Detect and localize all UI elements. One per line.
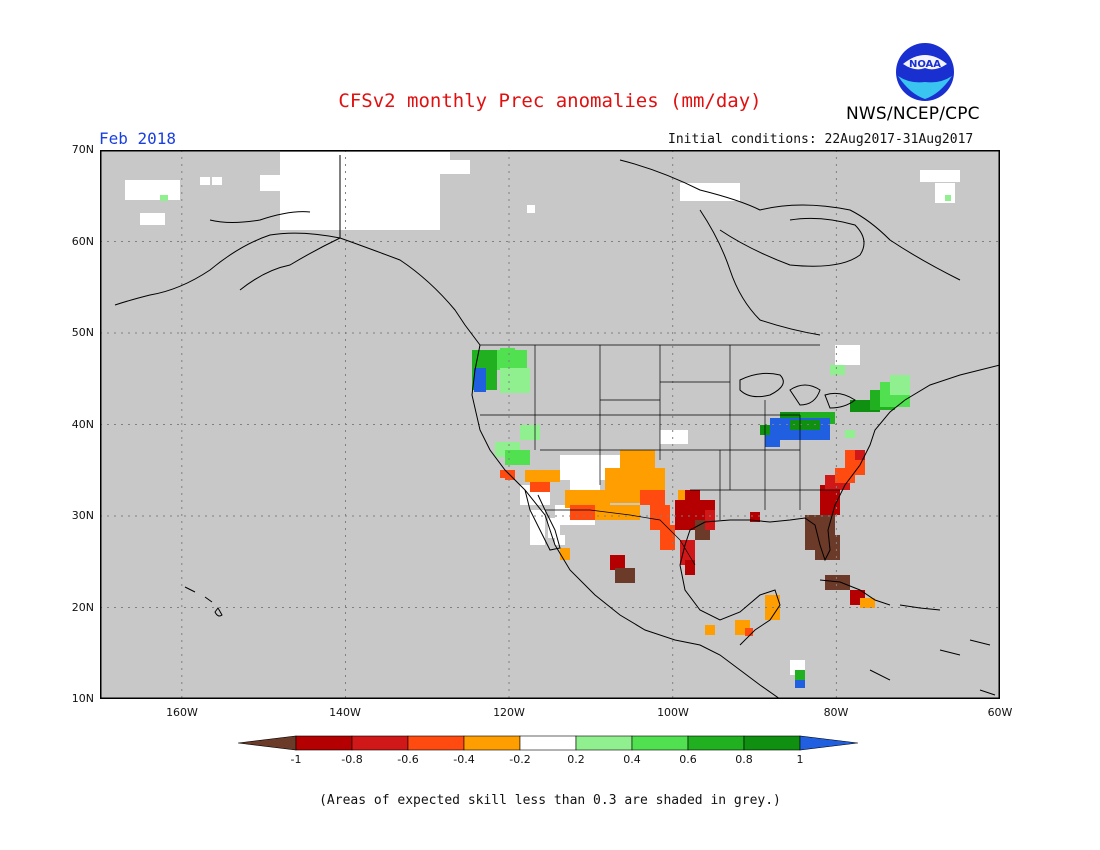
lat-label-40n: 40N	[71, 418, 94, 431]
colorbar-label: -1	[290, 753, 302, 766]
colorbar-cell	[631, 735, 689, 751]
colorbar-cell	[575, 735, 633, 751]
lon-label-120w: 120W	[493, 706, 525, 719]
grid-lines	[100, 150, 1000, 699]
lat-label-60n: 60N	[71, 235, 94, 248]
colorbar-cell	[295, 735, 353, 751]
initial-conditions-label: Initial conditions: 22Aug2017-31Aug2017	[668, 132, 974, 147]
colorbar-label: -0.4	[453, 753, 475, 766]
colorbar-label: 1	[796, 753, 804, 766]
colorbar-label: 0.8	[735, 753, 753, 766]
colorbar-cell	[407, 735, 465, 751]
noaa-logo: NOAA	[896, 43, 954, 101]
map-title: CFSv2 monthly Prec anomalies (mm/day)	[338, 90, 762, 112]
coastlines	[114, 155, 1000, 699]
colorbar-cell	[351, 735, 409, 751]
agency-label: NWS/NCEP/CPC	[846, 104, 980, 124]
colorbar-label: 0.6	[679, 753, 697, 766]
skill-footnote: (Areas of expected skill less than 0.3 a…	[319, 793, 781, 808]
colorbar-cell	[799, 735, 859, 751]
colorbar-cell	[519, 735, 577, 751]
map-frame	[100, 150, 1000, 699]
lat-label-30n: 30N	[71, 509, 94, 522]
valid-month-label: Feb 2018	[99, 129, 177, 148]
lon-label-140w: 140W	[329, 706, 361, 719]
colorbar-label: -0.2	[509, 753, 531, 766]
colorbar-label: 0.2	[567, 753, 585, 766]
svg-text:NOAA: NOAA	[909, 59, 941, 70]
negative-anomalies	[500, 450, 875, 636]
lon-label-100w: 100W	[657, 706, 689, 719]
lon-label-80w: 80W	[823, 706, 849, 719]
colorbar	[238, 735, 859, 751]
colorbar-label: -0.8	[341, 753, 363, 766]
lon-label-60w: 60W	[987, 706, 1013, 719]
lon-label-160w: 160W	[166, 706, 198, 719]
colorbar-cell	[463, 735, 521, 751]
colorbar-cell	[687, 735, 745, 751]
colorbar-cell	[238, 735, 297, 751]
colorbar-label: 0.4	[623, 753, 641, 766]
colorbar-cell	[743, 735, 801, 751]
lat-label-50n: 50N	[71, 326, 94, 339]
lat-label-10n: 10N	[71, 692, 94, 705]
colorbar-label: -0.6	[397, 753, 419, 766]
lat-label-70n: 70N	[71, 143, 94, 156]
anomaly-map	[100, 150, 1000, 699]
positive-anomalies	[160, 195, 951, 688]
lat-label-20n: 20N	[71, 601, 94, 614]
political-borders	[480, 344, 840, 566]
